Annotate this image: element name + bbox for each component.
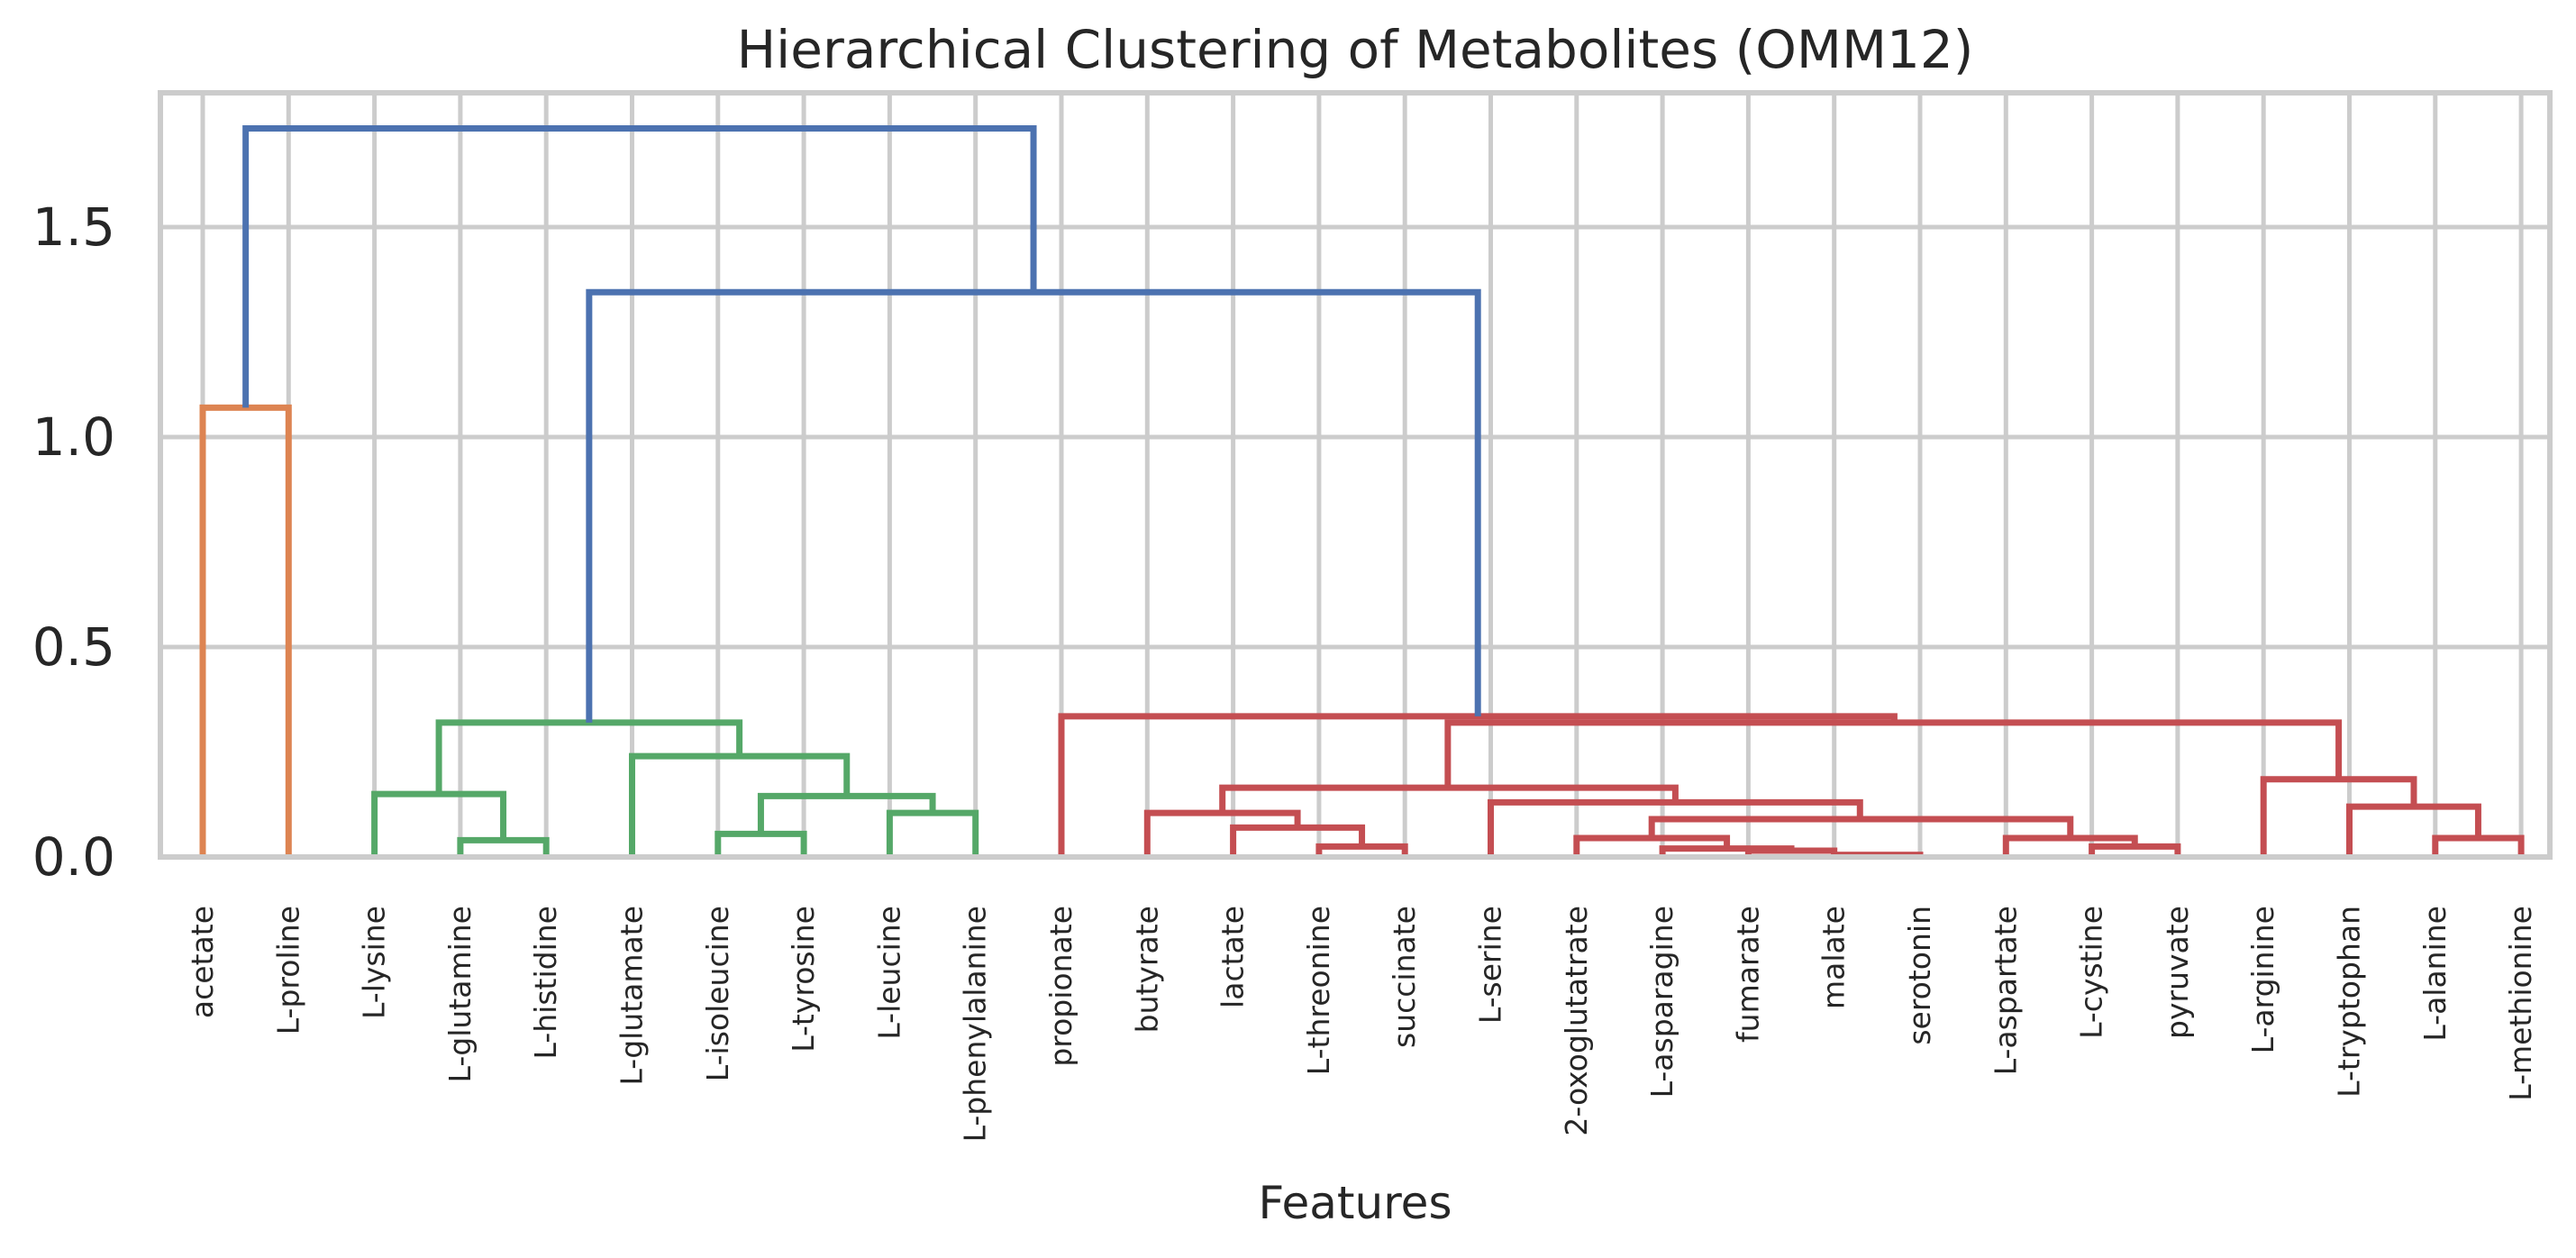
dendrogram-links <box>199 124 2525 859</box>
y-tick-label: 1.0 <box>32 406 115 468</box>
y-tick-label: 1.5 <box>32 196 115 258</box>
x-tick-label: L-alanine <box>2417 906 2453 1042</box>
x-tick-label: 2-oxoglutatrate <box>1559 906 1594 1136</box>
x-tick-label: propionate <box>1043 906 1079 1067</box>
x-tick-label: L-glutamate <box>614 906 650 1086</box>
x-tick-label: acetate <box>185 906 220 1018</box>
dendrogram-link <box>1444 719 2343 789</box>
dendrogram-link <box>2260 776 2417 857</box>
dendrogram-link <box>242 124 1037 408</box>
x-tick-label: L-glutamine <box>442 906 478 1082</box>
dendrogram-link <box>371 790 507 857</box>
dendrogram-link <box>586 288 1481 723</box>
x-tick-label: L-histidine <box>528 906 563 1059</box>
x-tick-label: L-isoleucine <box>700 906 735 1081</box>
x-tick-label: lactate <box>1215 906 1251 1008</box>
x-tick-label: L-threonine <box>1301 906 1336 1075</box>
x-tick-label: malate <box>1816 906 1852 1009</box>
dendrogram-link <box>715 830 807 857</box>
x-tick-label: serotonin <box>1902 906 1937 1045</box>
dendrogram-link <box>199 404 292 857</box>
x-tick-label: L-phenylalanine <box>958 906 993 1142</box>
x-tick-label: pyruvate <box>2160 906 2195 1039</box>
dendrogram-link <box>886 809 979 857</box>
chart-title: Hierarchical Clustering of Metabolites (… <box>737 19 1974 80</box>
x-tick-label: L-arginine <box>2245 906 2280 1053</box>
plot-frame <box>158 90 2553 860</box>
y-axis-ticks: 0.0 0.5 1.0 1.5 <box>32 196 115 888</box>
dendrogram-link <box>1230 824 1366 857</box>
x-tick-label: L-aspartate <box>1988 906 2023 1075</box>
x-tick-label: L-serine <box>1473 906 1508 1024</box>
x-tick-label: L-lysine <box>357 906 392 1019</box>
x-tick-label: L-tyrosine <box>786 906 821 1053</box>
x-tick-label: L-tryptophan <box>2332 906 2367 1098</box>
x-tick-label: succinate <box>1387 906 1422 1048</box>
dendrogram-link <box>629 752 851 857</box>
x-axis-ticks: acetate L-proline L-lysine L-glutamine L-his… <box>185 906 2538 1142</box>
x-tick-label: L-leucine <box>871 906 906 1040</box>
x-tick-label: butyrate <box>1129 906 1164 1033</box>
x-tick-label: L-methionine <box>2503 906 2538 1101</box>
x-tick-label: L-asparagine <box>1644 906 1679 1098</box>
y-tick-label: 0.0 <box>32 826 115 888</box>
x-tick-label: L-proline <box>270 906 305 1035</box>
grid-lines <box>160 93 2550 860</box>
x-tick-label: fumarate <box>1730 906 1765 1043</box>
x-tick-label: L-cystine <box>2074 906 2109 1039</box>
dendrogram-link <box>2346 803 2481 857</box>
dendrogram-link <box>2432 834 2525 857</box>
dendrogram-link <box>1143 809 1301 857</box>
y-tick-label: 0.5 <box>32 616 115 678</box>
x-axis-label: Features <box>1259 1177 1452 1229</box>
